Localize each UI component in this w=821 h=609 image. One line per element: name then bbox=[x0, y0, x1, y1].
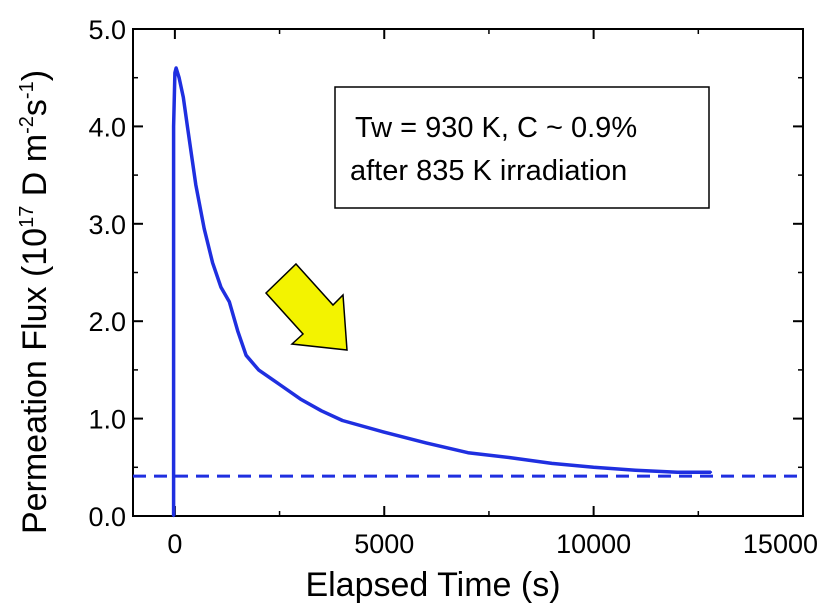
x-axis-ticks: 0 5000 10000 15000 bbox=[167, 29, 818, 559]
y-tick-label: 4.0 bbox=[88, 112, 126, 142]
annotation-box bbox=[334, 86, 710, 209]
x-tick-label: 10000 bbox=[556, 529, 631, 559]
data-point bbox=[182, 95, 185, 99]
data-point bbox=[676, 470, 679, 474]
y-title-prefix: Permeation Flux (10 bbox=[16, 228, 54, 534]
y-title-exp2: -2 bbox=[16, 116, 38, 134]
data-point bbox=[709, 470, 713, 474]
data-point bbox=[236, 329, 239, 333]
data-point bbox=[383, 431, 386, 434]
y-axis-ticks: 0.0 1.0 2.0 3.0 4.0 5.0 bbox=[88, 15, 803, 532]
x-tick-label: 15000 bbox=[743, 529, 818, 559]
y-title-mid1: D m bbox=[16, 134, 54, 206]
y-title-suffix: ) bbox=[16, 70, 54, 81]
data-point bbox=[634, 469, 637, 472]
data-point bbox=[424, 441, 428, 445]
data-point bbox=[177, 76, 181, 79]
y-axis-title: Permeation Flux (1017 D m-2s-1) bbox=[16, 70, 54, 534]
data-layer bbox=[133, 66, 803, 518]
data-point bbox=[186, 125, 189, 128]
y-title-exp3: -1 bbox=[16, 81, 38, 99]
x-tick-label: 0 bbox=[167, 529, 182, 559]
y-tick-label: 2.0 bbox=[88, 307, 126, 337]
data-point bbox=[550, 462, 553, 465]
annotation-line-2: after 835 K irradiation bbox=[350, 155, 627, 187]
data-point bbox=[244, 354, 248, 357]
y-tick-label: 5.0 bbox=[88, 15, 126, 45]
trend-arrow-icon bbox=[264, 262, 348, 351]
y-tick-label: 3.0 bbox=[88, 210, 126, 240]
data-point bbox=[202, 227, 206, 230]
data-point bbox=[257, 368, 260, 372]
annotation-line-1: Tw = 930 K, C ~ 0.9% bbox=[355, 112, 637, 144]
data-point bbox=[194, 183, 198, 187]
data-point bbox=[508, 456, 512, 459]
data-point bbox=[320, 409, 323, 413]
y-title-exp1: 17 bbox=[16, 206, 38, 228]
data-point bbox=[219, 285, 223, 289]
x-tick-label: 5000 bbox=[354, 529, 414, 559]
y-title-mid2: s bbox=[16, 99, 54, 116]
data-point bbox=[228, 300, 231, 303]
data-point bbox=[592, 466, 595, 469]
data-point bbox=[174, 66, 178, 70]
x-axis-title: Elapsed Time (s) bbox=[305, 566, 560, 604]
data-point bbox=[466, 451, 470, 454]
data-point bbox=[172, 514, 175, 518]
data-point bbox=[211, 261, 214, 264]
data-point bbox=[172, 125, 175, 128]
data-point bbox=[173, 71, 177, 75]
data-point bbox=[190, 154, 193, 157]
data-point bbox=[341, 419, 344, 422]
data-point bbox=[299, 397, 302, 401]
y-tick-label: 1.0 bbox=[88, 405, 126, 435]
y-tick-label: 0.0 bbox=[88, 502, 126, 532]
data-point bbox=[278, 383, 281, 386]
